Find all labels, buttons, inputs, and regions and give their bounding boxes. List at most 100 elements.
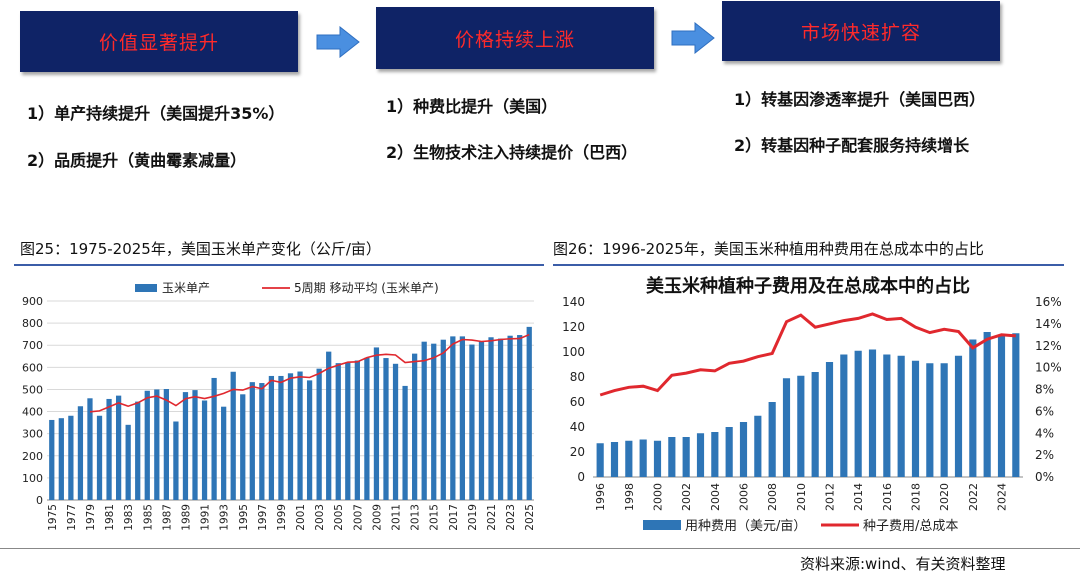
y-right-tick-label: 4% (1035, 426, 1054, 440)
x-tick-label: 2010 (795, 483, 808, 511)
bar (364, 357, 370, 500)
bar (306, 380, 313, 500)
bullet-quality: 2）品质提升（黄曲霉素减量） (27, 151, 247, 170)
bar (969, 339, 977, 477)
x-tick-label: 2007 (352, 504, 364, 531)
y-right-tick-label: 8% (1035, 383, 1054, 397)
bar (711, 432, 719, 477)
bar (68, 415, 74, 500)
x-tick-label: 2016 (881, 483, 894, 511)
x-tick-label: 1997 (257, 504, 269, 531)
bar (201, 400, 208, 500)
bar (517, 335, 523, 500)
bar (144, 390, 150, 500)
x-tick-label: 2006 (738, 483, 751, 511)
bar (459, 336, 466, 500)
legend-bar-swatch (643, 520, 681, 530)
bar (897, 355, 905, 477)
bar (373, 347, 380, 500)
bar (173, 421, 179, 500)
bar (450, 336, 456, 500)
bar (596, 443, 604, 477)
bar (345, 362, 351, 500)
bar (421, 341, 427, 500)
x-tick-label: 2024 (996, 483, 1009, 511)
bar (682, 437, 690, 477)
bar (268, 375, 275, 500)
y-tick-label: 700 (22, 339, 43, 352)
bar (983, 332, 991, 477)
x-tick-label: 1989 (180, 504, 192, 531)
x-tick-label: 1983 (123, 504, 135, 531)
bar (610, 442, 619, 477)
y-right-tick-label: 0% (1035, 470, 1054, 484)
y-tick-label: 800 (22, 317, 43, 330)
yield-chart: 0 100 200 300 400 500 600 700 800 900 1975 1977 1979… (22, 281, 536, 531)
figure-caption-26: 图26：1996-2025年，美国玉米种植用种费用在总成本中的占比 (553, 240, 984, 258)
bullet-yield: 1）单产持续提升（美国提升35%） (27, 104, 285, 123)
x-tick-label: 2004 (709, 483, 722, 511)
bar (49, 419, 55, 500)
x-tick-label: 2003 (314, 504, 326, 531)
bar (115, 395, 122, 500)
bar (221, 406, 227, 500)
bar (392, 363, 399, 500)
x-tick-label: 2018 (910, 483, 923, 511)
bar (911, 360, 920, 477)
bar (106, 398, 112, 500)
bar (488, 337, 494, 500)
bar (668, 437, 676, 477)
y-right-tick-label: 12% (1035, 339, 1062, 353)
bar (125, 424, 131, 500)
x-tick-label: 2019 (467, 504, 479, 531)
source-note: 资料来源:wind、有关资料整理 (800, 555, 1006, 573)
bullet-gm-penetration: 1）转基因渗透率提升（美国巴西） (734, 90, 986, 109)
y-left-tick-label: 40 (570, 420, 585, 434)
y-left-tick-label: 60 (570, 395, 585, 409)
y-left-tick-label: 120 (562, 320, 585, 334)
bar (1012, 333, 1020, 477)
x-tick-label: 1981 (104, 504, 116, 531)
x-tick-label: 2000 (652, 483, 665, 511)
bar (402, 385, 408, 500)
bar (240, 394, 246, 500)
x-tick-label: 2002 (680, 483, 693, 511)
x-tick-label: 1991 (200, 504, 212, 531)
bar (182, 392, 189, 500)
bar (230, 371, 236, 500)
bar (383, 358, 389, 500)
bar (259, 383, 265, 500)
bar (287, 373, 294, 500)
y-left-tick-label: 20 (570, 445, 585, 459)
bar (868, 349, 877, 477)
y-tick-label: 300 (22, 428, 43, 441)
seed-cost-ratio-line (599, 312, 1016, 397)
y-tick-label: 100 (22, 472, 43, 485)
x-tick-label: 2001 (295, 504, 307, 531)
bar (96, 415, 103, 500)
x-tick-label: 2012 (824, 483, 837, 511)
bar (77, 406, 84, 500)
bar (135, 401, 141, 500)
right-arrow-icon (316, 26, 360, 58)
x-tick-label: 1998 (623, 483, 636, 511)
y-right-tick-label: 16% (1035, 295, 1062, 309)
moving-average-line (89, 333, 530, 413)
y-left-tick-label: 100 (562, 345, 585, 359)
y-right-tick-label: 2% (1035, 448, 1054, 462)
x-tick-label: 1977 (66, 504, 78, 531)
x-tick-label: 2013 (410, 504, 422, 531)
bar (997, 334, 1006, 477)
x-tick-label: 1979 (85, 504, 97, 531)
x-tick-label: 2022 (967, 483, 980, 511)
bar (278, 375, 284, 500)
x-tick-label: 2009 (371, 504, 383, 531)
y-tick-label: 0 (36, 494, 43, 507)
legend-line-label: 5周期 移动平均 (玉米单产) (294, 281, 439, 295)
legend-bar-label: 用种费用（美元/亩） (685, 518, 806, 534)
x-tick-label: 1995 (238, 504, 250, 531)
x-tick-label: 1999 (276, 504, 288, 531)
figure-caption-25: 图25：1975-2025年，美国玉米单产变化（公斤/亩） (20, 240, 381, 258)
x-tick-label: 1985 (142, 504, 154, 531)
bar (163, 389, 169, 500)
